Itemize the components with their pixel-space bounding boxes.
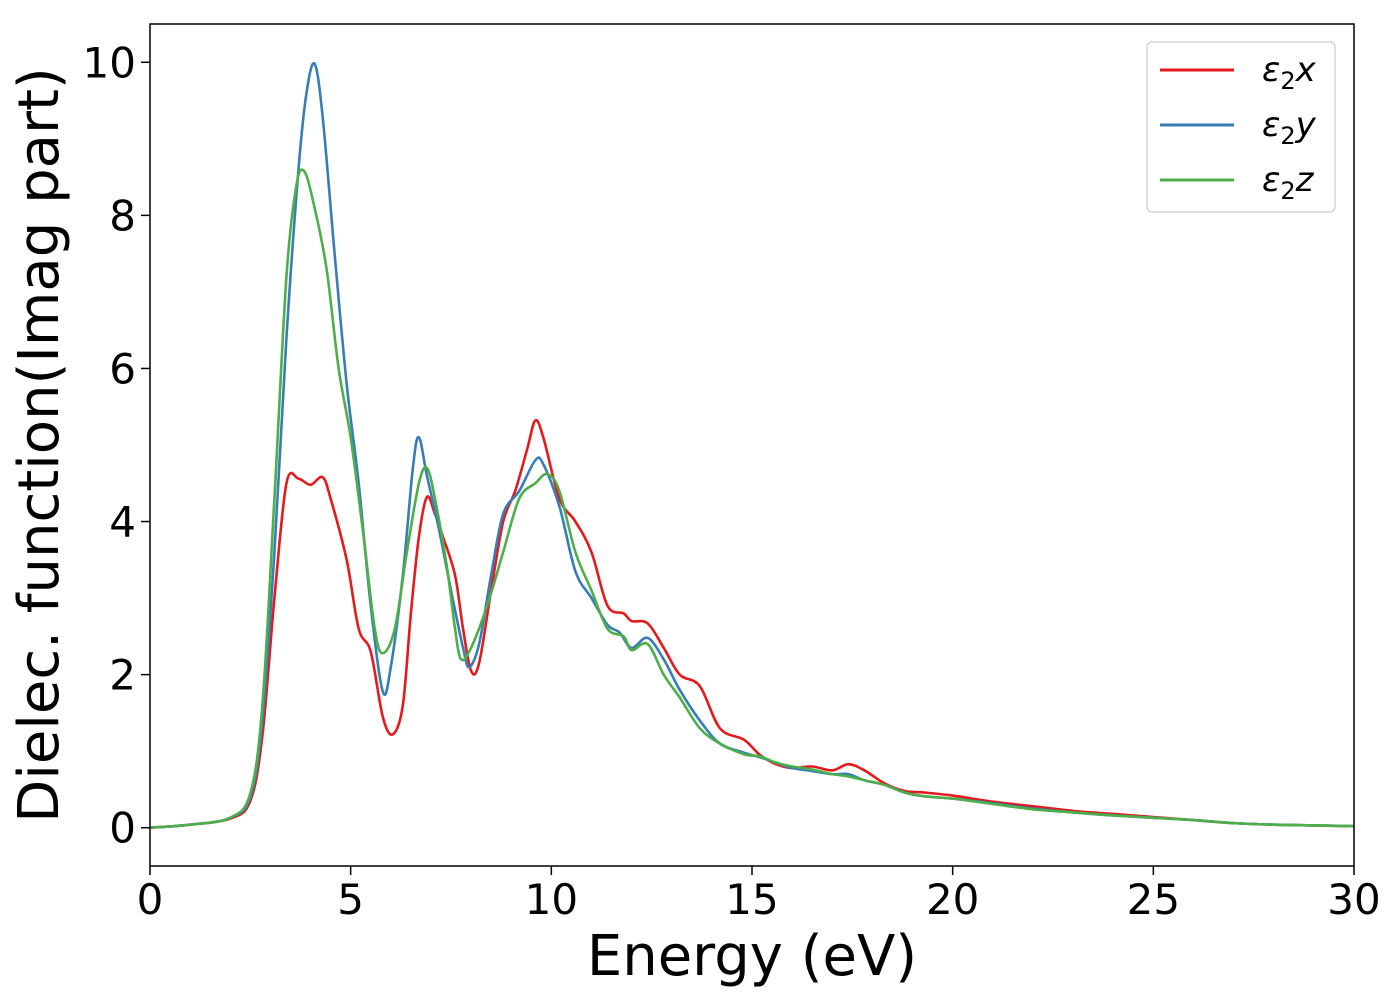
series-layer [150, 61, 1354, 830]
x-tick-label: 20 [926, 875, 979, 924]
x-tick-label: 15 [725, 875, 778, 924]
series-line-eps2x [150, 418, 1354, 830]
y-tick-label: 2 [109, 651, 136, 700]
x-tick-label: 10 [525, 875, 578, 924]
legend-label-eps2z: ε2z [1262, 160, 1315, 205]
y-tick-label: 4 [109, 498, 136, 547]
series-line-eps2z [150, 168, 1354, 830]
legend-box [1146, 41, 1336, 213]
x-tick-label: 25 [1127, 875, 1180, 924]
y-tick-label: 8 [109, 191, 136, 240]
x-axis-label: Energy (eV) [587, 924, 917, 989]
x-axis-ticks: 0 5 10 15 20 25 30 [137, 866, 1381, 924]
y-axis-label: Dielec. function(Imag part) [7, 67, 72, 823]
y-tick-label: 6 [109, 344, 136, 393]
y-axis-ticks: 0 2 4 6 8 10 [83, 38, 150, 853]
x-tick-label: 5 [337, 875, 364, 924]
y-tick-label: 0 [109, 804, 136, 853]
legend: ε2x ε2y ε2z [1146, 41, 1336, 213]
x-tick-label: 0 [137, 875, 164, 924]
x-tick-label: 30 [1327, 875, 1380, 924]
legend-label-eps2y: ε2y [1262, 105, 1317, 150]
legend-label-eps2x: ε2x [1262, 50, 1317, 95]
y-tick-label: 10 [83, 38, 136, 87]
